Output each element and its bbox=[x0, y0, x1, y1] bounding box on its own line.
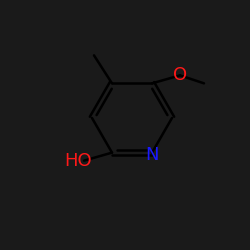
Text: O: O bbox=[173, 66, 187, 84]
Text: N: N bbox=[145, 146, 159, 164]
Text: HO: HO bbox=[64, 152, 92, 170]
